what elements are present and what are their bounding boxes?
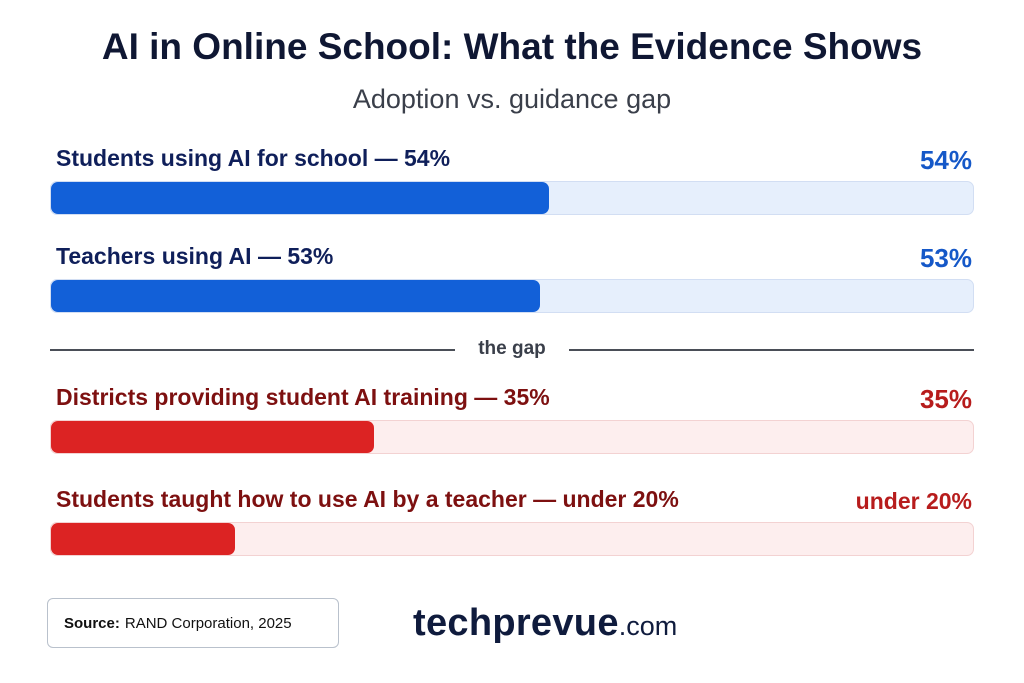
- bar-track: [50, 420, 974, 454]
- bar-label: Students using AI for school — 54%: [56, 145, 451, 171]
- divider-line-right: [569, 349, 974, 351]
- chart-title: AI in Online School: What the Evidence S…: [101, 26, 923, 67]
- bar-track: [50, 279, 974, 313]
- bar-fill: [51, 421, 374, 453]
- bar-row-students-taught: Students taught how to use AI by a teach…: [50, 486, 976, 566]
- divider-label: the gap: [478, 338, 546, 359]
- bar-row-districts-training: Districts providing student AI training …: [50, 384, 976, 464]
- bar-value-label: 53%: [919, 243, 972, 273]
- bar-value-label: under 20%: [855, 488, 972, 514]
- gap-divider: the gap: [50, 338, 974, 362]
- brand-logo: techprevue.com: [413, 602, 677, 645]
- source-box: Source: RAND Corporation, 2025: [47, 598, 339, 648]
- source-label: Source:: [64, 614, 120, 632]
- bar-label: Districts providing student AI training …: [56, 384, 550, 410]
- brand-tld: .com: [618, 611, 678, 641]
- source-text: RAND Corporation, 2025: [124, 614, 292, 632]
- bar-track: [50, 522, 974, 556]
- bar-row-teachers-using-ai: Teachers using AI — 53% 53%: [50, 243, 976, 323]
- bar-label: Students taught how to use AI by a teach…: [56, 486, 679, 512]
- brand-name: techprevue: [413, 602, 619, 644]
- bar-fill: [51, 280, 540, 312]
- bar-row-students-using-ai: Students using AI for school — 54% 54%: [50, 145, 976, 225]
- bar-label: Teachers using AI — 53%: [56, 243, 334, 269]
- bar-value-label: 54%: [919, 145, 972, 175]
- bar-track: [50, 181, 974, 215]
- chart-subtitle: Adoption vs. guidance gap: [352, 84, 672, 114]
- bar-fill: [51, 523, 236, 555]
- bar-value-label: 35%: [919, 384, 972, 414]
- bar-fill: [51, 182, 549, 214]
- divider-line-left: [50, 349, 455, 351]
